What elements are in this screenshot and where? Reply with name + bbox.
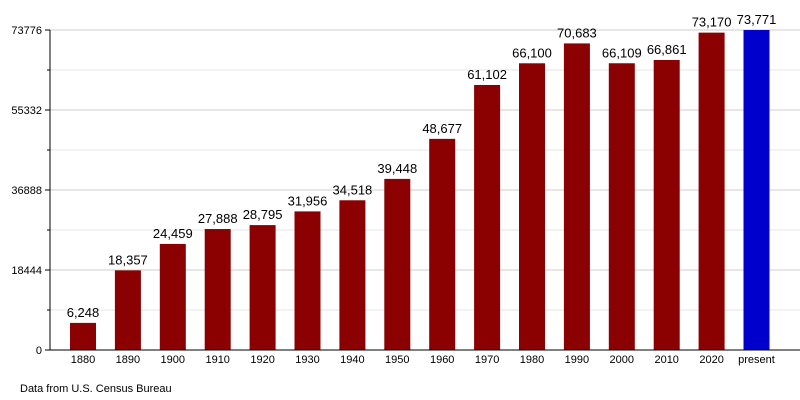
data-label: 18,357 xyxy=(108,252,148,267)
data-label: 66,100 xyxy=(512,45,552,60)
bar-2010 xyxy=(653,59,680,350)
y-tick-labels: 0 18444 36888 55332 73776 xyxy=(11,25,42,357)
data-label: 48,677 xyxy=(422,121,462,136)
bars xyxy=(70,30,770,351)
x-tick-label: 1970 xyxy=(475,354,499,366)
x-tick-label: 1880 xyxy=(71,354,95,366)
data-labels: 6,248 18,357 24,459 27,888 28,795 31,956 34,51… xyxy=(67,12,777,320)
data-label: 66,861 xyxy=(647,42,687,57)
bar-1940 xyxy=(339,200,366,350)
x-tick-label: 1930 xyxy=(295,354,319,366)
bar-1970 xyxy=(474,84,501,350)
x-tick-label: 1910 xyxy=(205,354,229,366)
bar-1950 xyxy=(384,178,411,350)
x-tick-labels: 1880 1890 1900 1910 1920 1930 1940 1950 1960 1970… xyxy=(71,354,775,366)
bar-2020 xyxy=(698,32,725,350)
data-label: 61,102 xyxy=(467,67,507,82)
data-label: 39,448 xyxy=(377,161,417,176)
bar-present xyxy=(743,30,770,350)
bar-1900 xyxy=(159,243,186,350)
bar-1930 xyxy=(294,211,321,350)
x-tick-label: 1950 xyxy=(385,354,409,366)
data-label: 28,795 xyxy=(243,207,283,222)
source-note: Data from U.S. Census Bureau xyxy=(20,383,172,395)
y-tick-label: 55332 xyxy=(11,105,42,117)
data-label: 73,771 xyxy=(737,12,777,27)
x-tick-label: 1920 xyxy=(250,354,274,366)
data-label: 27,888 xyxy=(198,211,238,226)
bar-1920 xyxy=(249,225,276,350)
bar-2000 xyxy=(608,63,635,351)
y-tick-label: 18444 xyxy=(11,265,42,277)
x-tick-label: 1900 xyxy=(161,354,185,366)
data-label: 66,109 xyxy=(602,45,642,60)
bar-1880 xyxy=(70,322,96,350)
y-tick-label: 0 xyxy=(36,345,42,357)
x-tick-label: 1990 xyxy=(565,354,589,366)
data-label: 24,459 xyxy=(153,226,193,241)
y-tick-label: 73776 xyxy=(11,25,42,37)
x-tick-label: 2000 xyxy=(610,354,634,366)
x-tick-label: present xyxy=(738,354,775,366)
x-tick-label: 1890 xyxy=(116,354,140,366)
x-tick-label: 1960 xyxy=(430,354,454,366)
bar-1910 xyxy=(204,229,231,350)
data-label: 6,248 xyxy=(67,305,100,320)
x-tick-label: 1980 xyxy=(520,354,544,366)
bar-1980 xyxy=(519,63,545,350)
bar-1890 xyxy=(114,270,141,350)
bar-1960 xyxy=(429,138,456,350)
x-tick-label: 1940 xyxy=(340,354,364,366)
x-tick-label: 2010 xyxy=(654,354,678,366)
y-tick-label: 36888 xyxy=(11,185,42,197)
data-label: 31,956 xyxy=(288,193,328,208)
data-label: 70,683 xyxy=(557,25,597,40)
x-tick-label: 2020 xyxy=(699,354,723,366)
data-label: 34,518 xyxy=(333,182,373,197)
data-label: 73,170 xyxy=(692,15,732,30)
bar-1990 xyxy=(563,43,590,351)
gridlines xyxy=(45,29,800,351)
